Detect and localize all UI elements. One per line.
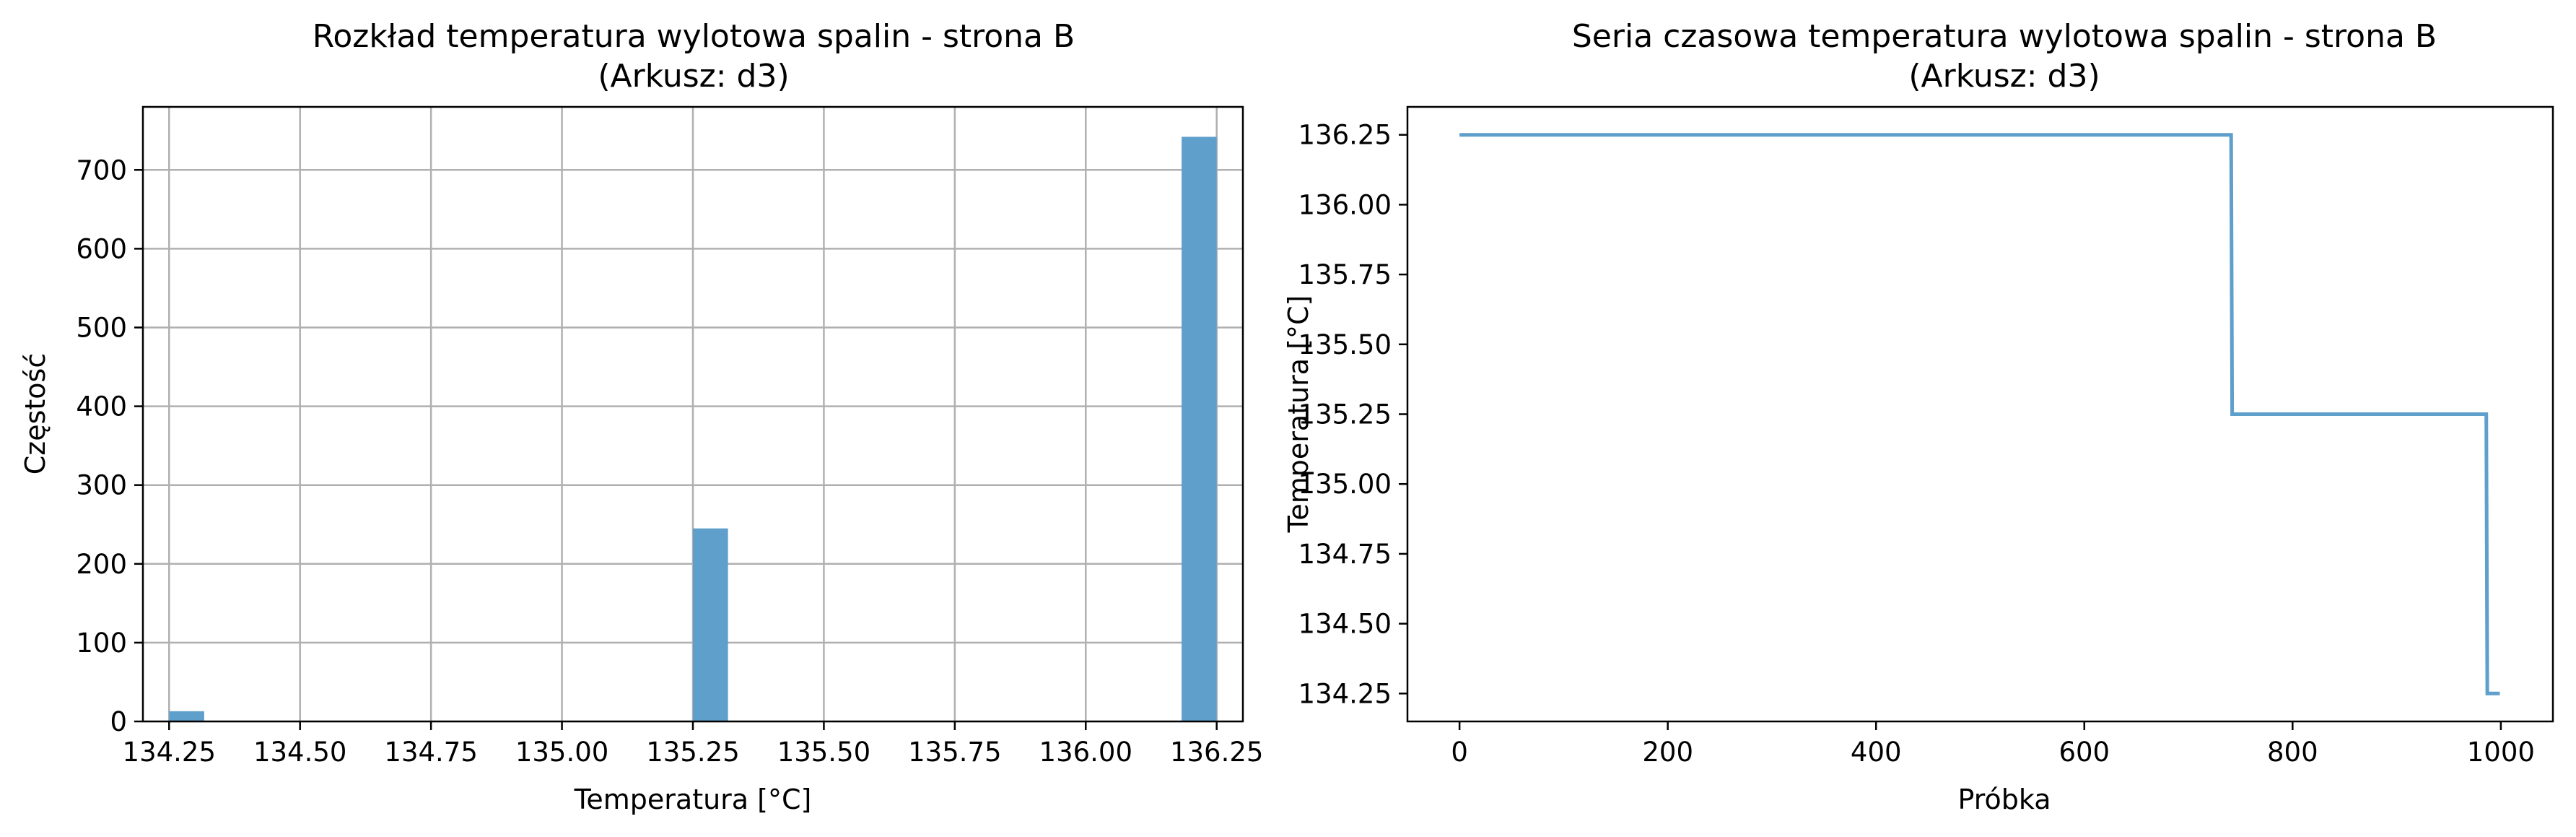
histogram-x-tick-label: 134.25 [123, 737, 216, 768]
timeseries-x-tick-label: 200 [1642, 737, 1693, 768]
timeseries-x-tick-label: 0 [1451, 737, 1468, 768]
histogram-y-tick-label: 500 [76, 312, 127, 343]
timeseries-title: Seria czasowa temperatura wylotowa spali… [1572, 18, 2437, 55]
histogram-x-tick-label: 135.50 [777, 737, 870, 768]
timeseries-x-ticks: 0 200 400 600 800 1000 [1451, 721, 2535, 768]
timeseries-series [1459, 133, 2500, 695]
timeseries-x-tick-label: 600 [2058, 737, 2110, 768]
histogram-grid [143, 107, 1243, 723]
timeseries-y-tick-label: 136.00 [1298, 189, 1392, 220]
histogram-y-tick-label: 400 [76, 391, 127, 422]
timeseries-y-tick-label: 135.25 [1298, 399, 1392, 430]
timeseries-y-tick-label: 136.25 [1298, 120, 1392, 151]
timeseries-y-tick-label: 135.50 [1298, 329, 1392, 360]
timeseries-y-tick-label: 135.00 [1298, 469, 1392, 500]
timeseries-line [1459, 133, 2500, 695]
histogram-bar [1182, 136, 1217, 721]
histogram-y-tick-label: 0 [110, 706, 127, 737]
histogram-x-tick-label: 135.75 [908, 737, 1001, 768]
histogram-y-tick-label: 700 [76, 155, 127, 186]
histogram-bar [169, 711, 204, 721]
timeseries-y-tick-label: 134.50 [1298, 609, 1392, 640]
histogram-chart: Rozkład temperatura wylotowa spalin - st… [19, 18, 1263, 815]
timeseries-y-axis-label: Temperatura [°C] [1283, 295, 1314, 534]
timeseries-x-tick-label: 1000 [2467, 737, 2535, 768]
timeseries-x-axis-label: Próbka [1957, 784, 2051, 815]
histogram-x-tick-label: 135.25 [646, 737, 739, 768]
histogram-bar [693, 528, 728, 721]
histogram-y-tick-label: 100 [76, 628, 127, 659]
timeseries-x-tick-label: 800 [2267, 737, 2318, 768]
histogram-y-axis-label: Częstość [19, 353, 51, 475]
histogram-x-tick-label: 136.25 [1170, 737, 1263, 768]
histogram-x-tick-label: 134.75 [384, 737, 477, 768]
timeseries-y-tick-label: 135.75 [1298, 259, 1392, 290]
histogram-y-tick-label: 200 [76, 549, 127, 580]
histogram-x-tick-label: 134.50 [253, 737, 346, 768]
histogram-x-tick-label: 135.00 [515, 737, 608, 768]
histogram-bars [169, 136, 1217, 721]
timeseries-y-ticks: 134.25 134.50 134.75 135.00 135.25 135.50 135.… [1298, 120, 1407, 709]
timeseries-y-tick-label: 134.25 [1298, 678, 1392, 709]
timeseries-y-tick-label: 134.75 [1298, 539, 1392, 570]
timeseries-subtitle: (Arkusz: d3) [1908, 58, 2100, 95]
histogram-y-tick-label: 300 [76, 470, 127, 501]
timeseries-x-tick-label: 400 [1851, 737, 1902, 768]
timeseries-chart: Seria czasowa temperatura wylotowa spali… [1283, 18, 2554, 815]
histogram-title: Rozkład temperatura wylotowa spalin - st… [313, 18, 1075, 55]
histogram-x-tick-label: 136.00 [1039, 737, 1132, 768]
histogram-x-ticks: 134.25 134.50 134.75 135.00 135.25 135.50 135.… [123, 721, 1263, 768]
histogram-subtitle: (Arkusz: d3) [598, 58, 789, 95]
histogram-x-axis-label: Temperatura [°C] [574, 784, 812, 815]
histogram-y-ticks: 0 100 200 300 400 500 600 700 [76, 155, 143, 737]
histogram-y-tick-label: 600 [76, 233, 127, 264]
